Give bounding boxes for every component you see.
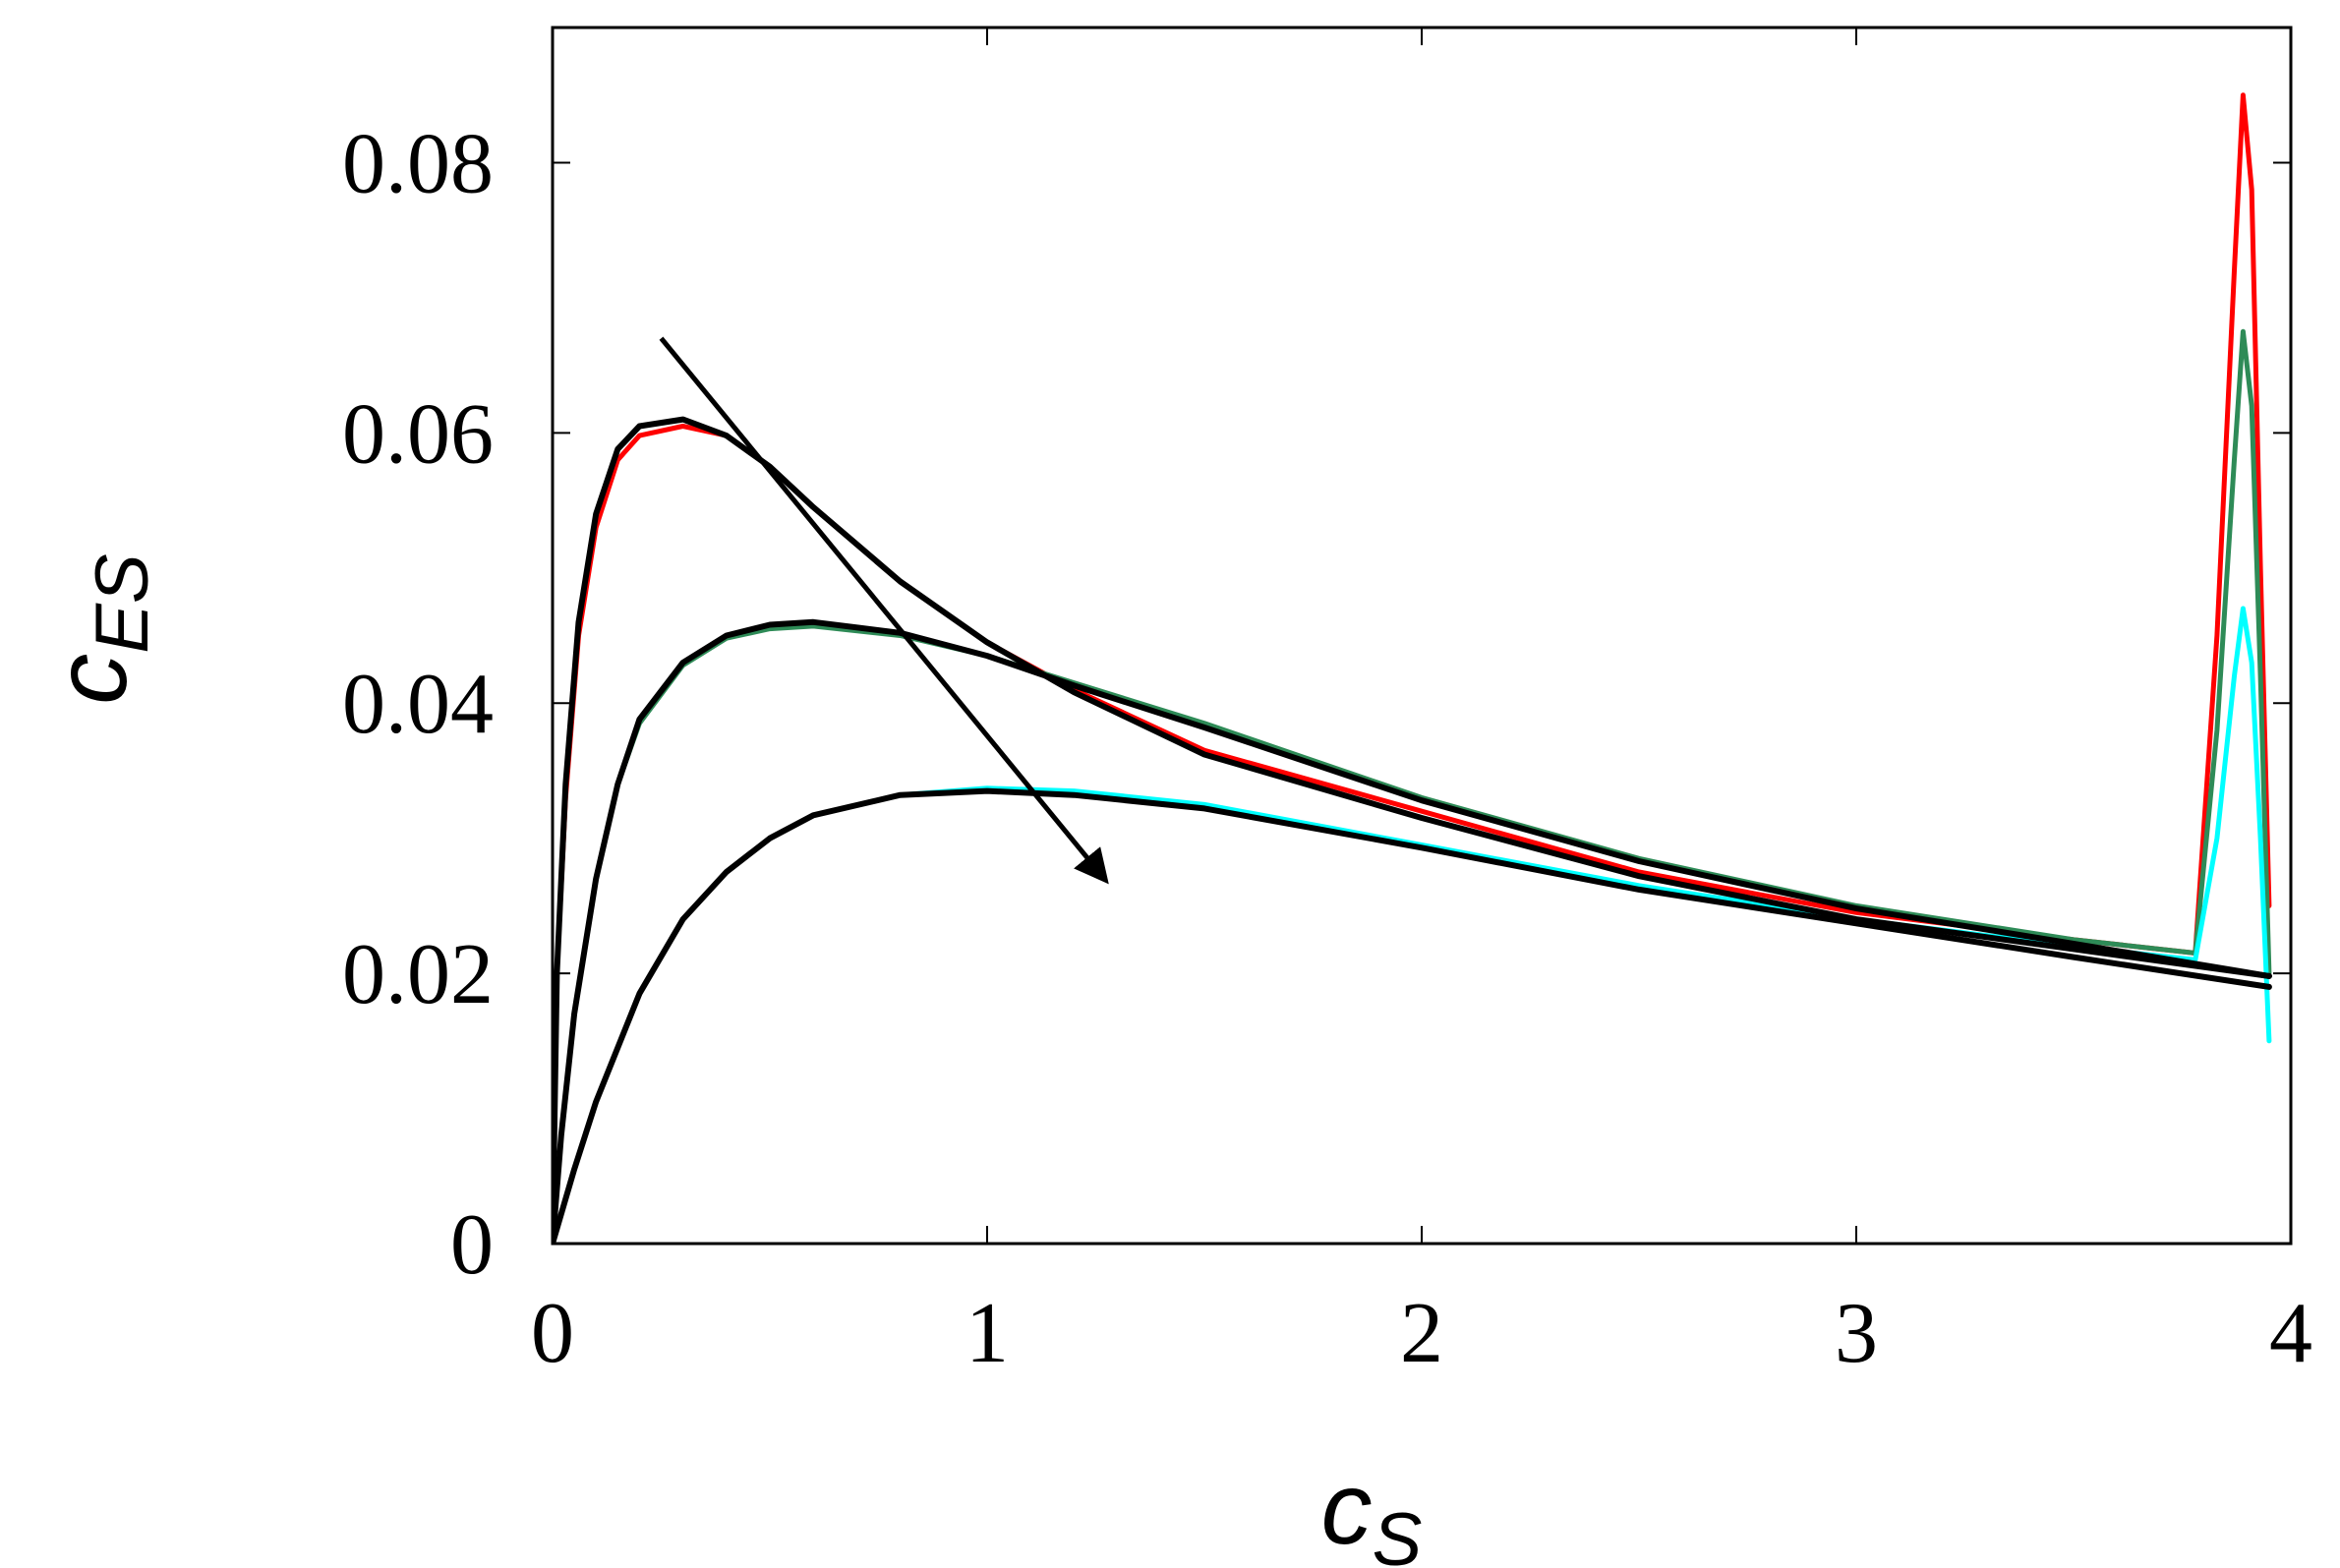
tick-label-layer: 0 1 2 3 4 0 0.02 0.04 0.06 0.08 [342, 116, 2312, 1381]
series-layer [553, 92, 2272, 1244]
tick-layer [552, 28, 2292, 1245]
x-tick-label-1: 1 [965, 1286, 1009, 1381]
x-tick-label-0: 0 [531, 1286, 574, 1381]
simulation-line-1 [553, 328, 2272, 1244]
y-axis-label: cES [34, 553, 164, 704]
y-tick-label-2: 0.04 [342, 657, 494, 752]
y-tick-label-3: 0.06 [342, 386, 494, 482]
y-tick-label-4: 0.08 [342, 116, 494, 211]
annotation-layer [659, 336, 1109, 885]
y-tick-label-0: 0 [450, 1197, 494, 1293]
x-tick-label-4: 4 [2269, 1286, 2312, 1381]
trend-arrow-0 [659, 336, 1109, 885]
y-tick-label-1: 0.02 [342, 927, 494, 1022]
theory-line-5 [553, 787, 2272, 1244]
simulation-line-0 [553, 92, 2272, 1219]
x-tick-label-3: 3 [1835, 1286, 1878, 1381]
x-axis-label: cS [1321, 1452, 1423, 1568]
simulation-line-2 [553, 606, 2272, 1244]
theory-line-3 [553, 416, 2272, 1244]
theory-line-4 [553, 618, 2272, 1244]
x-tick-label-2: 2 [1400, 1286, 1443, 1381]
plot-frame [551, 26, 2293, 1246]
